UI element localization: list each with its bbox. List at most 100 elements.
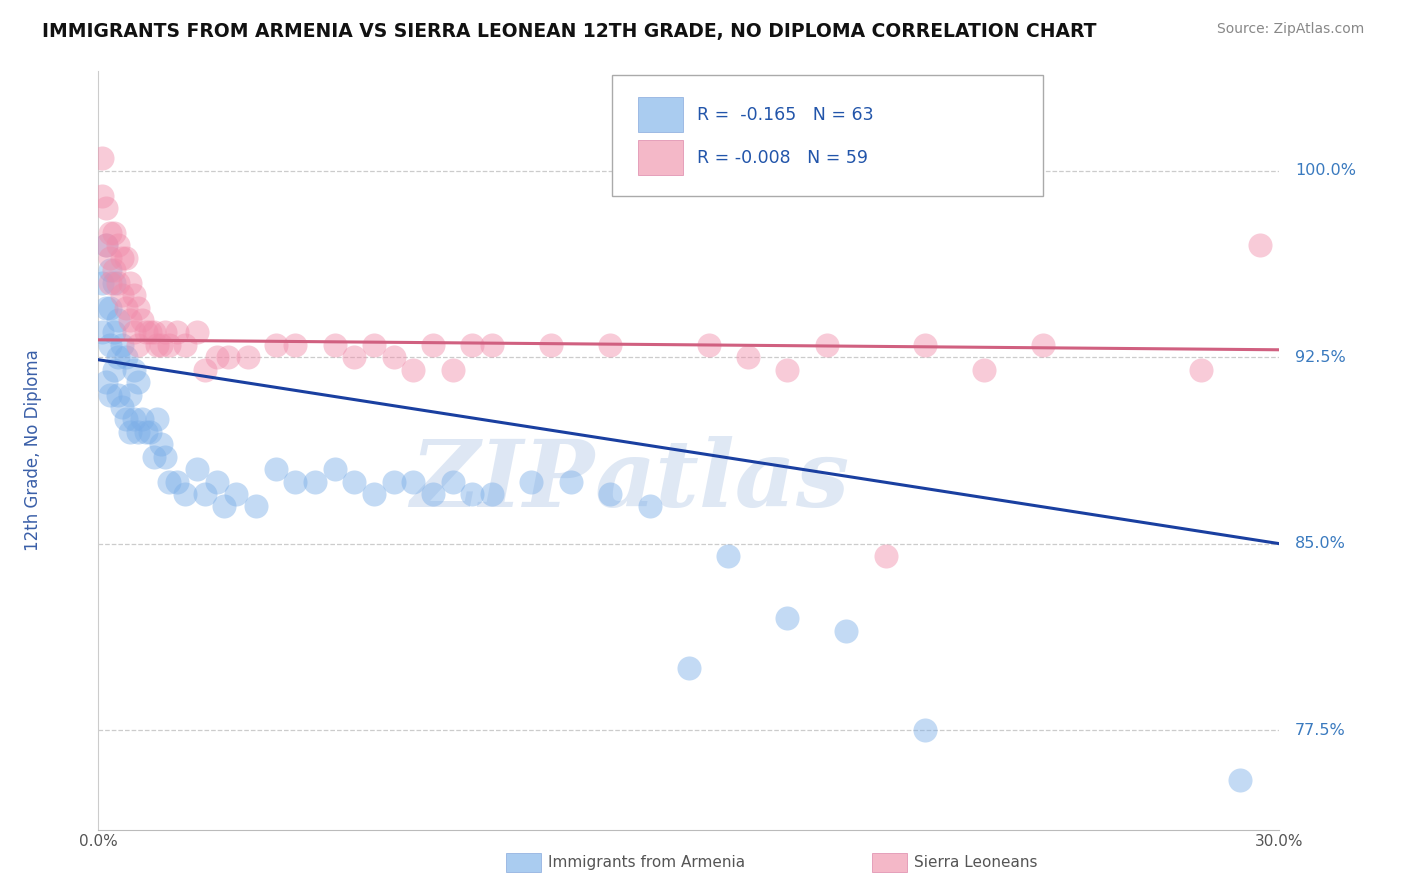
Point <box>122 326 145 340</box>
Point <box>96 301 118 315</box>
Point <box>481 487 503 501</box>
Point <box>146 412 169 426</box>
Point <box>540 338 562 352</box>
Text: Source: ZipAtlas.com: Source: ZipAtlas.com <box>1216 22 1364 37</box>
Point <box>815 338 838 352</box>
Point <box>142 326 165 340</box>
Bar <box>638 97 683 132</box>
Bar <box>638 140 683 175</box>
Point <box>382 475 405 489</box>
Point <box>284 338 307 352</box>
Point <box>1249 238 1271 252</box>
Point <box>115 301 138 315</box>
Point <box>103 276 125 290</box>
Point <box>422 338 444 352</box>
Point <box>155 326 177 340</box>
Point <box>138 425 160 439</box>
Point <box>150 338 173 352</box>
Point <box>441 475 464 489</box>
Point <box>776 611 799 625</box>
Point <box>875 549 897 563</box>
Point <box>142 450 165 464</box>
Point <box>678 661 700 675</box>
Point <box>98 276 121 290</box>
Point <box>135 326 157 340</box>
Point <box>138 326 160 340</box>
Point <box>422 487 444 501</box>
Point <box>96 238 118 252</box>
Point <box>914 338 936 352</box>
Point <box>91 326 114 340</box>
Point <box>186 326 208 340</box>
Point <box>107 350 129 364</box>
Text: ZIP: ZIP <box>411 436 595 525</box>
Point <box>122 412 145 426</box>
Point <box>776 362 799 376</box>
Point <box>1032 338 1054 352</box>
Point <box>118 313 141 327</box>
Point <box>363 338 385 352</box>
Point <box>118 387 141 401</box>
Point <box>103 362 125 376</box>
Text: R = -0.008   N = 59: R = -0.008 N = 59 <box>697 149 869 167</box>
Point <box>343 350 366 364</box>
Point <box>146 338 169 352</box>
Point <box>96 375 118 389</box>
Point <box>973 362 995 376</box>
Point <box>98 338 121 352</box>
Point <box>194 362 217 376</box>
Point <box>205 475 228 489</box>
Point <box>717 549 740 563</box>
Point <box>599 338 621 352</box>
Point <box>91 188 114 202</box>
Point <box>441 362 464 376</box>
Text: 12th Grade, No Diploma: 12th Grade, No Diploma <box>24 350 42 551</box>
Point <box>599 487 621 501</box>
Point <box>111 251 134 265</box>
Text: atlas: atlas <box>595 436 849 525</box>
Point <box>166 326 188 340</box>
Point <box>157 338 180 352</box>
Point <box>103 326 125 340</box>
Point <box>131 313 153 327</box>
Point <box>174 338 197 352</box>
Point <box>118 425 141 439</box>
Point <box>194 487 217 501</box>
Point <box>150 437 173 451</box>
Point <box>91 276 114 290</box>
Point <box>205 350 228 364</box>
Point <box>135 425 157 439</box>
Point <box>1229 772 1251 787</box>
Point <box>103 226 125 240</box>
Point <box>323 338 346 352</box>
Text: 100.0%: 100.0% <box>1295 163 1357 178</box>
Point <box>127 425 149 439</box>
Point <box>107 313 129 327</box>
Point <box>157 475 180 489</box>
Point <box>914 723 936 738</box>
Point <box>98 263 121 277</box>
Text: 85.0%: 85.0% <box>1295 536 1346 551</box>
Point <box>131 412 153 426</box>
Point <box>264 462 287 476</box>
Point <box>520 475 543 489</box>
Point <box>264 338 287 352</box>
Point <box>98 387 121 401</box>
Point <box>115 251 138 265</box>
Point <box>382 350 405 364</box>
Point <box>461 338 484 352</box>
Text: 77.5%: 77.5% <box>1295 723 1346 738</box>
Point <box>111 288 134 302</box>
Point <box>127 338 149 352</box>
Point <box>155 450 177 464</box>
Point <box>1189 362 1212 376</box>
Point <box>127 375 149 389</box>
Point <box>118 276 141 290</box>
Text: Sierra Leoneans: Sierra Leoneans <box>914 855 1038 870</box>
Point <box>115 412 138 426</box>
Point <box>103 263 125 277</box>
Point <box>166 475 188 489</box>
Point <box>96 238 118 252</box>
Point <box>402 362 425 376</box>
Point <box>214 500 236 514</box>
